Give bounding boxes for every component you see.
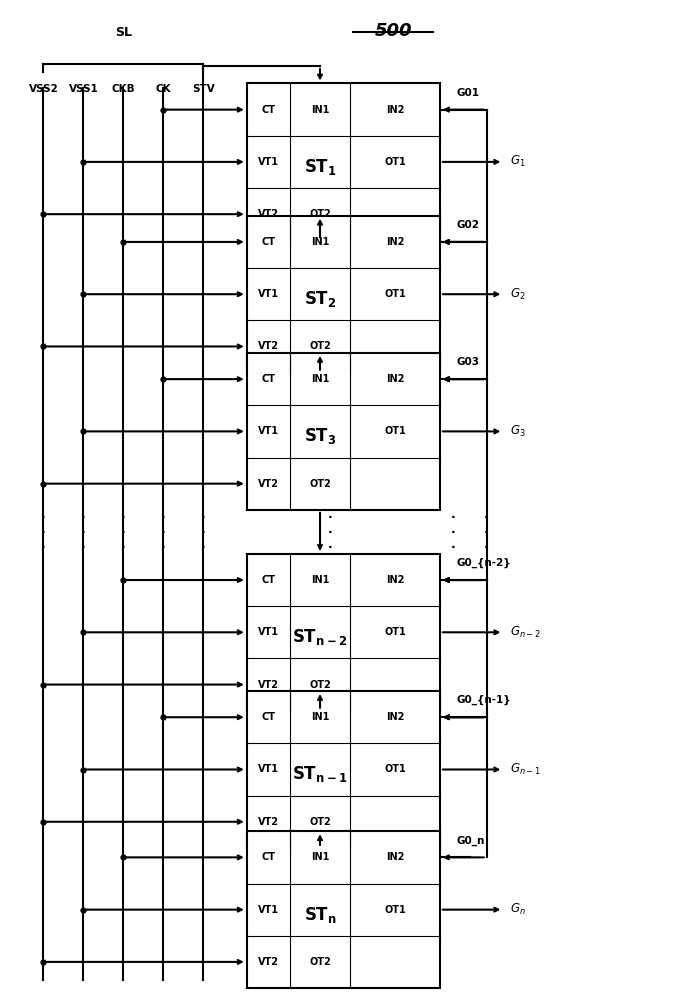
Text: .: .: [484, 538, 489, 551]
Text: VT2: VT2: [258, 817, 279, 827]
Text: IN1: IN1: [311, 712, 329, 722]
Text: $G_2$: $G_2$: [510, 287, 526, 302]
Text: $G_n$: $G_n$: [510, 902, 526, 917]
Text: .: .: [161, 508, 166, 521]
Text: $\mathbf{ST_{n-2}}$: $\mathbf{ST_{n-2}}$: [292, 627, 347, 647]
Text: .: .: [201, 508, 206, 521]
Text: .: .: [328, 538, 333, 551]
Text: VT2: VT2: [258, 957, 279, 967]
Text: IN2: IN2: [386, 237, 404, 247]
Text: IN1: IN1: [311, 575, 329, 585]
Text: IN2: IN2: [386, 712, 404, 722]
Text: $\mathbf{ST_1}$: $\mathbf{ST_1}$: [304, 157, 337, 177]
Text: .: .: [161, 538, 166, 551]
Text: G03: G03: [457, 357, 479, 367]
Text: .: .: [451, 523, 456, 536]
Text: CKB: CKB: [112, 84, 135, 94]
Text: OT1: OT1: [384, 627, 406, 637]
Text: G02: G02: [457, 220, 479, 230]
Text: .: .: [484, 523, 489, 536]
Bar: [247, 691, 440, 848]
Text: CT: CT: [261, 712, 275, 722]
Text: IN1: IN1: [311, 237, 329, 247]
Bar: [247, 353, 440, 510]
Text: $\mathbf{ST_3}$: $\mathbf{ST_3}$: [304, 426, 337, 446]
Text: G0_n: G0_n: [457, 835, 485, 846]
Text: $\mathbf{ST_n}$: $\mathbf{ST_n}$: [303, 905, 337, 925]
Text: OT1: OT1: [384, 905, 406, 915]
Text: $\mathbf{ST_{n-1}}$: $\mathbf{ST_{n-1}}$: [292, 764, 347, 784]
Text: IN2: IN2: [386, 374, 404, 384]
Text: IN1: IN1: [311, 374, 329, 384]
Text: STV: STV: [192, 84, 215, 94]
Bar: [247, 554, 440, 711]
Text: VT1: VT1: [258, 289, 279, 299]
Text: CK: CK: [156, 84, 171, 94]
Text: OT1: OT1: [384, 764, 406, 774]
Text: $G_3$: $G_3$: [510, 424, 526, 439]
Text: .: .: [81, 523, 86, 536]
Text: $G_{n-1}$: $G_{n-1}$: [510, 762, 541, 777]
Text: OT2: OT2: [309, 680, 331, 690]
Text: VT2: VT2: [258, 479, 279, 489]
Text: .: .: [121, 508, 126, 521]
Text: .: .: [328, 523, 333, 536]
Text: .: .: [201, 523, 206, 536]
Text: CT: CT: [261, 575, 275, 585]
Text: OT1: OT1: [384, 426, 406, 436]
Text: VSS2: VSS2: [29, 84, 58, 94]
Text: .: .: [161, 523, 166, 536]
Text: SL: SL: [115, 26, 132, 39]
Text: $G_{n-2}$: $G_{n-2}$: [510, 625, 541, 640]
Text: IN2: IN2: [386, 575, 404, 585]
Text: IN1: IN1: [311, 105, 329, 115]
Text: .: .: [451, 538, 456, 551]
Text: .: .: [484, 508, 489, 521]
Text: VSS1: VSS1: [69, 84, 99, 94]
Text: .: .: [81, 538, 86, 551]
Text: G0_{n-1}: G0_{n-1}: [457, 695, 511, 705]
Text: G0_{n-2}: G0_{n-2}: [457, 558, 511, 568]
Text: VT2: VT2: [258, 680, 279, 690]
Text: 500: 500: [375, 22, 412, 40]
Text: OT2: OT2: [309, 479, 331, 489]
Text: G01: G01: [457, 88, 479, 98]
Text: VT1: VT1: [258, 426, 279, 436]
Text: OT2: OT2: [309, 957, 331, 967]
Text: .: .: [328, 508, 333, 521]
Text: VT2: VT2: [258, 209, 279, 219]
Text: VT1: VT1: [258, 157, 279, 167]
Text: OT2: OT2: [309, 209, 331, 219]
Text: .: .: [121, 523, 126, 536]
Text: .: .: [201, 538, 206, 551]
Text: VT1: VT1: [258, 905, 279, 915]
Text: .: .: [81, 508, 86, 521]
Text: $\mathbf{ST_2}$: $\mathbf{ST_2}$: [304, 289, 336, 309]
Text: CT: CT: [261, 374, 275, 384]
Text: VT1: VT1: [258, 764, 279, 774]
Text: IN2: IN2: [386, 105, 404, 115]
Bar: [247, 216, 440, 373]
Text: $G_1$: $G_1$: [510, 154, 526, 169]
Text: IN1: IN1: [311, 852, 329, 862]
Text: OT1: OT1: [384, 157, 406, 167]
Text: OT2: OT2: [309, 817, 331, 827]
Text: .: .: [41, 508, 46, 521]
Bar: [247, 831, 440, 988]
Text: .: .: [41, 538, 46, 551]
Text: IN2: IN2: [386, 852, 404, 862]
Text: CT: CT: [261, 237, 275, 247]
Bar: [247, 83, 440, 240]
Text: VT1: VT1: [258, 627, 279, 637]
Text: VT2: VT2: [258, 341, 279, 351]
Text: OT2: OT2: [309, 341, 331, 351]
Text: OT1: OT1: [384, 289, 406, 299]
Text: CT: CT: [261, 852, 275, 862]
Text: CT: CT: [261, 105, 275, 115]
Text: .: .: [451, 508, 456, 521]
Text: .: .: [121, 538, 126, 551]
Text: .: .: [41, 523, 46, 536]
